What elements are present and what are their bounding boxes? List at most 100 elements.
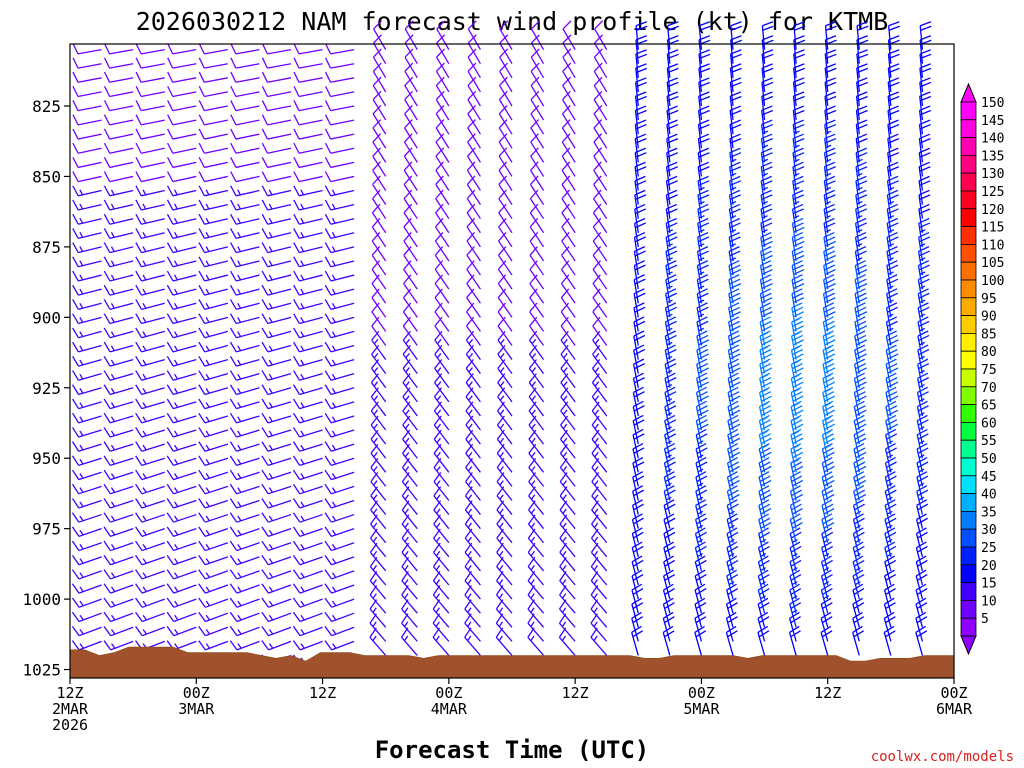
- wind-barb: [324, 554, 355, 566]
- wind-barb: [104, 43, 134, 55]
- x-tick-label: 3MAR: [178, 700, 215, 718]
- wind-barb: [324, 626, 355, 637]
- wind-barb: [403, 147, 418, 177]
- colorbar-label: 80: [981, 345, 997, 360]
- wind-barb: [631, 611, 644, 642]
- wind-barb: [915, 527, 928, 557]
- wind-barb: [435, 104, 450, 135]
- wind-barb: [789, 485, 803, 515]
- x-tick-label: 2MAR: [52, 700, 89, 718]
- colorbar-label: 90: [981, 310, 997, 325]
- wind-barb: [694, 527, 707, 557]
- wind-barb: [560, 387, 576, 417]
- wind-barb: [135, 498, 165, 509]
- wind-barb: [631, 527, 644, 557]
- wind-barb: [166, 341, 197, 353]
- x-tick-label: 12Z: [814, 684, 841, 702]
- wind-barb: [198, 85, 228, 98]
- wind-barb: [790, 471, 804, 501]
- wind-barb: [103, 128, 134, 140]
- wind-barb: [135, 626, 165, 637]
- wind-barb: [884, 485, 897, 515]
- wind-barb: [166, 327, 197, 339]
- wind-barb: [529, 330, 545, 360]
- wind-barb: [632, 400, 645, 431]
- wind-barb: [664, 428, 677, 459]
- wind-barb: [229, 583, 260, 594]
- colorbar-label: 70: [981, 381, 997, 396]
- wind-barb: [560, 373, 576, 403]
- colorbar-label: 100: [981, 274, 1004, 289]
- wind-barb: [757, 625, 770, 656]
- colorbar-swatch: [960, 297, 977, 316]
- wind-barb: [820, 583, 833, 614]
- wind-barb: [789, 513, 803, 543]
- wind-barb: [560, 359, 576, 389]
- wind-barb: [135, 412, 165, 424]
- wind-barb: [593, 119, 608, 149]
- wind-barb: [371, 316, 387, 346]
- wind-barb: [727, 414, 741, 445]
- wind-barb: [198, 483, 229, 495]
- wind-barb: [789, 611, 801, 642]
- wind-barb: [434, 359, 450, 389]
- wind-barb: [467, 34, 481, 65]
- wind-barb: [230, 171, 260, 183]
- wind-barb: [198, 469, 229, 481]
- wind-barb: [103, 569, 134, 580]
- wind-barb: [695, 400, 709, 431]
- wind-barb: [498, 217, 513, 248]
- wind-barb: [854, 302, 868, 332]
- wind-barb: [71, 483, 102, 495]
- wind-barb: [435, 90, 450, 121]
- wind-barb: [499, 20, 513, 50]
- wind-barb: [166, 213, 197, 225]
- wind-barb: [135, 441, 165, 452]
- wind-barb: [886, 203, 899, 233]
- wind-barb: [229, 498, 260, 509]
- wind-barb: [135, 100, 165, 112]
- wind-barb: [497, 330, 513, 360]
- wind-barb: [633, 302, 646, 332]
- wind-barb: [293, 157, 323, 169]
- wind-barb: [71, 540, 102, 552]
- wind-barb: [530, 104, 545, 135]
- wind-barb: [230, 100, 260, 112]
- wind-barb: [593, 62, 608, 93]
- colorbar-label: 40: [981, 488, 997, 503]
- wind-barb: [230, 43, 260, 55]
- wind-barb: [884, 555, 897, 586]
- wind-barb: [592, 316, 608, 346]
- colorbar-arrow-bottom: [960, 635, 977, 656]
- wind-barb: [293, 398, 323, 410]
- wind-barb: [789, 583, 802, 614]
- wind-barb: [198, 526, 229, 537]
- wind-barb: [663, 527, 676, 557]
- wind-barb: [498, 147, 513, 177]
- wind-barb: [372, 189, 387, 220]
- wind-barb: [167, 114, 197, 126]
- wind-barb: [324, 142, 355, 154]
- wind-barb: [852, 597, 865, 628]
- wind-barb: [198, 171, 228, 183]
- wind-barb: [229, 327, 260, 339]
- wind-barb: [72, 128, 102, 140]
- wind-barb: [292, 640, 323, 651]
- wind-barb: [883, 597, 896, 628]
- wind-barb: [198, 228, 229, 240]
- wind-barb: [593, 175, 608, 205]
- colorbar-swatch: [960, 457, 977, 477]
- wind-barb: [632, 485, 645, 515]
- wind-barb: [103, 384, 134, 396]
- colorbar-label: 150: [981, 96, 1004, 111]
- wind-barb: [529, 246, 545, 276]
- wind-barb: [71, 412, 102, 424]
- wind-barb: [198, 427, 229, 438]
- wind-barb: [198, 284, 229, 296]
- credit-link[interactable]: coolwx.com/models: [871, 749, 1014, 765]
- wind-barb: [198, 327, 229, 339]
- wind-barb: [72, 284, 102, 296]
- wind-barb: [261, 213, 292, 225]
- wind-barb: [435, 161, 450, 191]
- colorbar-label: 30: [981, 523, 997, 538]
